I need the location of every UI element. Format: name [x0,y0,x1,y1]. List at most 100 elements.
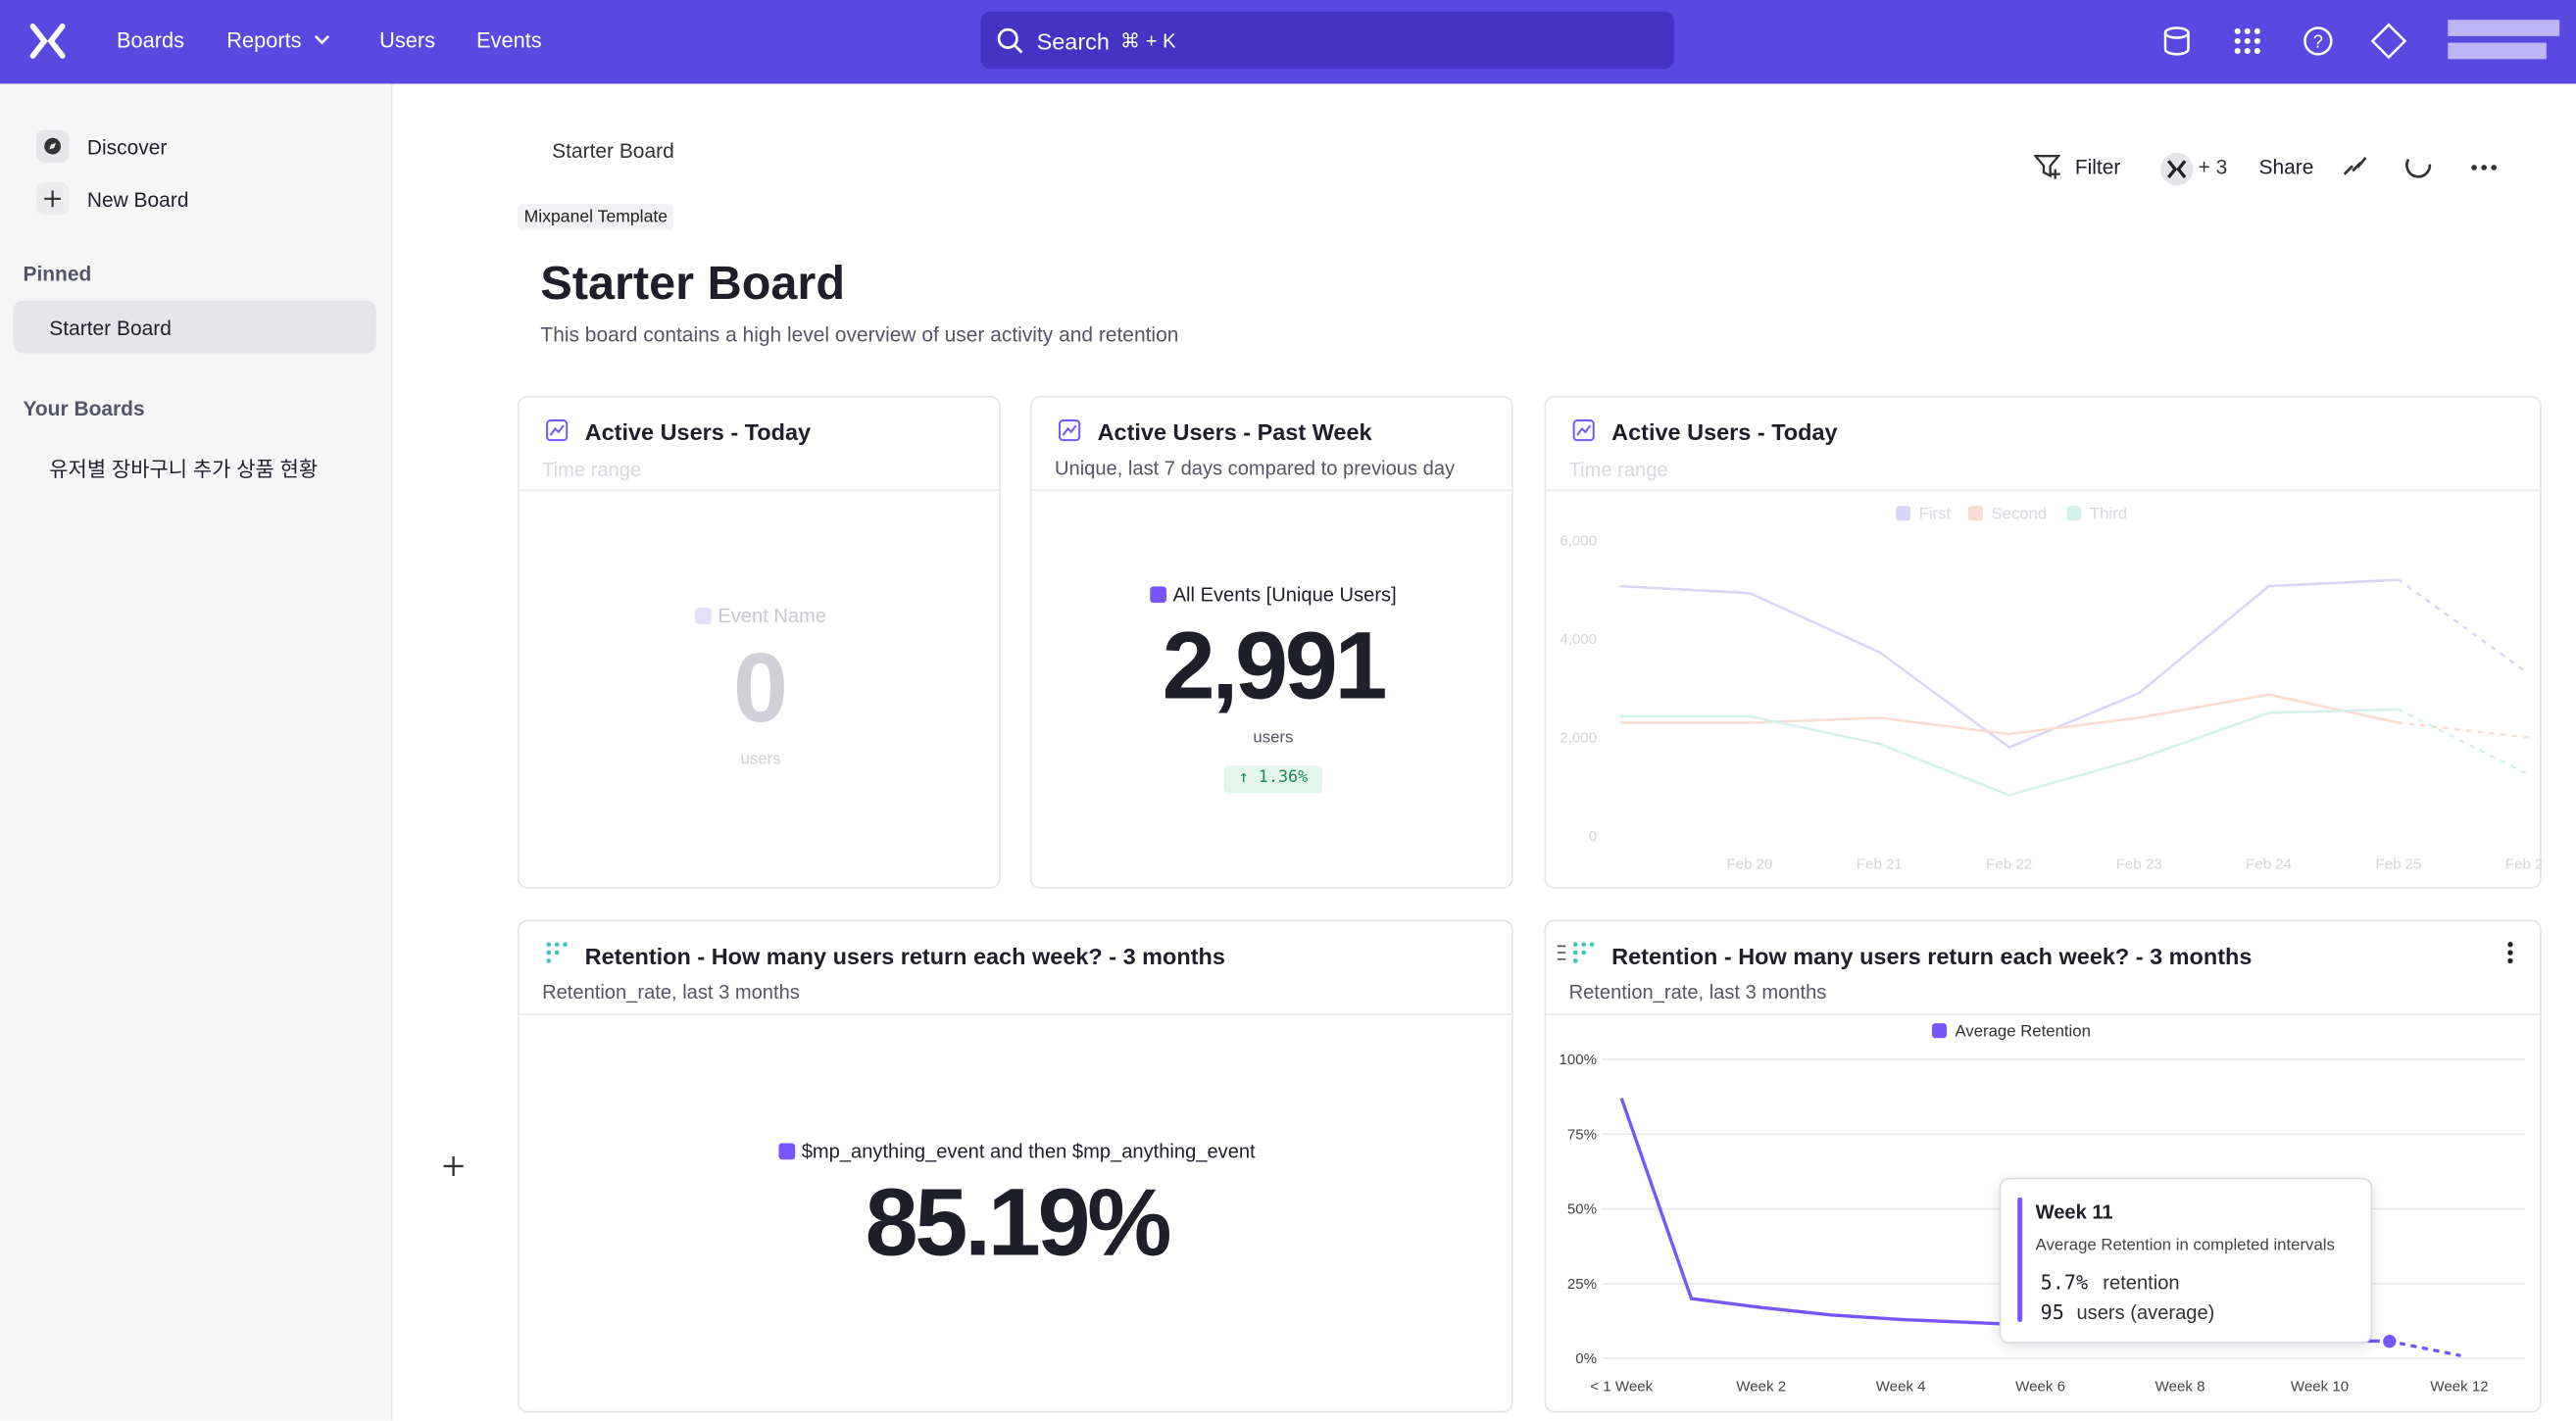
filter-button[interactable]: Filter [2074,156,2121,179]
projected-line [2397,578,2530,675]
projected-line [2388,1340,2461,1357]
y-tick-label: 0 [1589,828,1597,845]
toolbar-icons[interactable] [2340,151,2504,184]
card: Retention - How many users return each w… [517,919,1515,1413]
insight-icon [1572,419,1595,442]
legend-swatch [2066,506,2082,521]
card: Active Users - Today Time range Event Na… [517,395,1003,889]
metric-unit: users [740,750,781,769]
search-box[interactable]: Search ⌘ + K [980,11,1674,70]
search-icon [997,27,1023,54]
legend-swatch [1931,1023,1948,1039]
metric-value: 85.19% [865,1169,1172,1277]
metric-label-text: $mp_anything_event and then $mp_anything… [801,1140,1256,1163]
card-title[interactable]: Retention - How many users return each w… [1611,943,2253,969]
nav-icons[interactable]: ? [2153,20,2563,66]
legend-label: Third [2090,505,2127,523]
y-tick-label: 25% [1567,1276,1597,1293]
template-tag: Mixpanel Template [517,203,674,230]
nav-link[interactable]: Users [379,27,436,53]
logo[interactable] [29,23,66,59]
tooltip-accent [2017,1197,2023,1323]
y-tick-label: 50% [1567,1201,1597,1218]
metric-label: All Events [Unique Users] [1032,583,1515,606]
x-tick-label: < 1 Week [1590,1379,1653,1396]
y-tick-label: 75% [1567,1126,1597,1143]
card: Active Users - Past Week Unique, last 7 … [1029,395,1515,889]
discover-link[interactable]: Discover [86,136,168,160]
legend-label: Second [1991,505,2047,523]
metric-value: 0 [733,632,788,743]
insight-icon [1059,419,1081,442]
line [1619,578,2400,750]
legend-swatch [1967,506,1983,521]
search-shortcut: ⌘ + K [1120,29,1176,53]
x-tick-label: Feb 21 [1857,857,1903,873]
card-menu[interactable] [2502,940,2519,966]
nav-link[interactable]: Events [476,27,542,53]
y-tick-label: 0% [1575,1350,1597,1367]
y-tick-label: 6,000 [1560,532,1597,549]
nav-link[interactable]: Boards [116,27,185,53]
metric-label: Event Name [520,605,1003,627]
member-count[interactable]: + 3 [2198,156,2228,179]
tooltip-users-label: users (average) [2076,1300,2215,1324]
y-tick-label: 100% [1560,1052,1598,1068]
tooltip-value-label: retention [2103,1271,2180,1295]
top-nav: Boards Reports Users Events Search ⌘ + K… [0,0,2576,84]
retention-icon [546,942,568,963]
card-title[interactable]: Active Users - Today [584,418,812,446]
new-board-link[interactable]: New Board [86,188,189,213]
change-badge [1223,765,1323,794]
section-heading: Your Boards [23,397,145,421]
tooltip: Week 11 Average Retention in completed i… [1999,1177,2373,1344]
card-subtitle: Time range [1568,458,1668,482]
y-tick-label: 2,000 [1560,730,1597,747]
pinned-board[interactable]: Starter Board [49,317,172,340]
board-link[interactable]: 유저별 장바구니 추가 상품 현황 [49,458,319,482]
legend-swatch [1896,506,1911,521]
retention-icon [1557,942,1595,963]
line [1619,708,2400,797]
projected-line [2397,708,2530,776]
tooltip-value: 5.7% [2040,1271,2089,1295]
search-placeholder: Search [1036,27,1110,55]
divider [1031,489,1511,492]
chevron [314,34,330,45]
card: Active Users - Today Time range [1544,395,2542,889]
x-tick-label: Feb 25 [2376,857,2422,873]
card-title[interactable]: Active Users - Today [1611,418,1838,446]
plus-icon [35,182,70,216]
nav-link[interactable]: Reports [226,27,302,53]
divider [1546,489,2541,492]
x-tick-label: Week 8 [2155,1379,2205,1396]
divider [1546,1013,2541,1015]
metric-label-text: Event Name [718,604,827,628]
card-title[interactable]: Retention - How many users return each w… [584,943,1225,969]
legend-label: First [1919,505,1952,523]
divider [519,1013,1511,1015]
x-tick-label: Feb 20 [1726,857,1772,873]
card-subtitle: Retention_rate, last 3 months [542,980,800,1004]
selected-item[interactable] [13,300,376,354]
breadcrumb[interactable]: Starter Board [552,139,674,163]
sidebar: Discover New Board Pinned Starter Board … [0,83,393,1421]
metric-label: $mp_anything_event and then $mp_anything… [520,1140,1515,1163]
share-button[interactable]: Share [2258,156,2314,179]
line [1619,693,2400,736]
filter-icon [2033,155,2061,179]
x-tick-label: Week 12 [2430,1379,2488,1396]
tooltip-title: Week 11 [2035,1200,2113,1224]
x-tick-label: Feb 26 [2505,857,2542,873]
x-tick-label: Week 10 [2291,1379,2349,1396]
x-tick-label: Feb 22 [1986,857,2032,873]
legend-label: Average Retention [1955,1022,2090,1041]
divider [519,489,1000,492]
insight-icon [546,419,569,442]
chart: 0 2,000 4,000 6,000 Feb 20 Feb 21 Feb 22 Feb 23… [1560,505,2542,873]
card-title[interactable]: Active Users - Past Week [1097,418,1372,446]
projected-line [2397,721,2530,739]
add-card[interactable] [440,1153,467,1180]
x-tick-label: Feb 23 [2116,857,2162,873]
svg-text:?: ? [2313,31,2323,52]
